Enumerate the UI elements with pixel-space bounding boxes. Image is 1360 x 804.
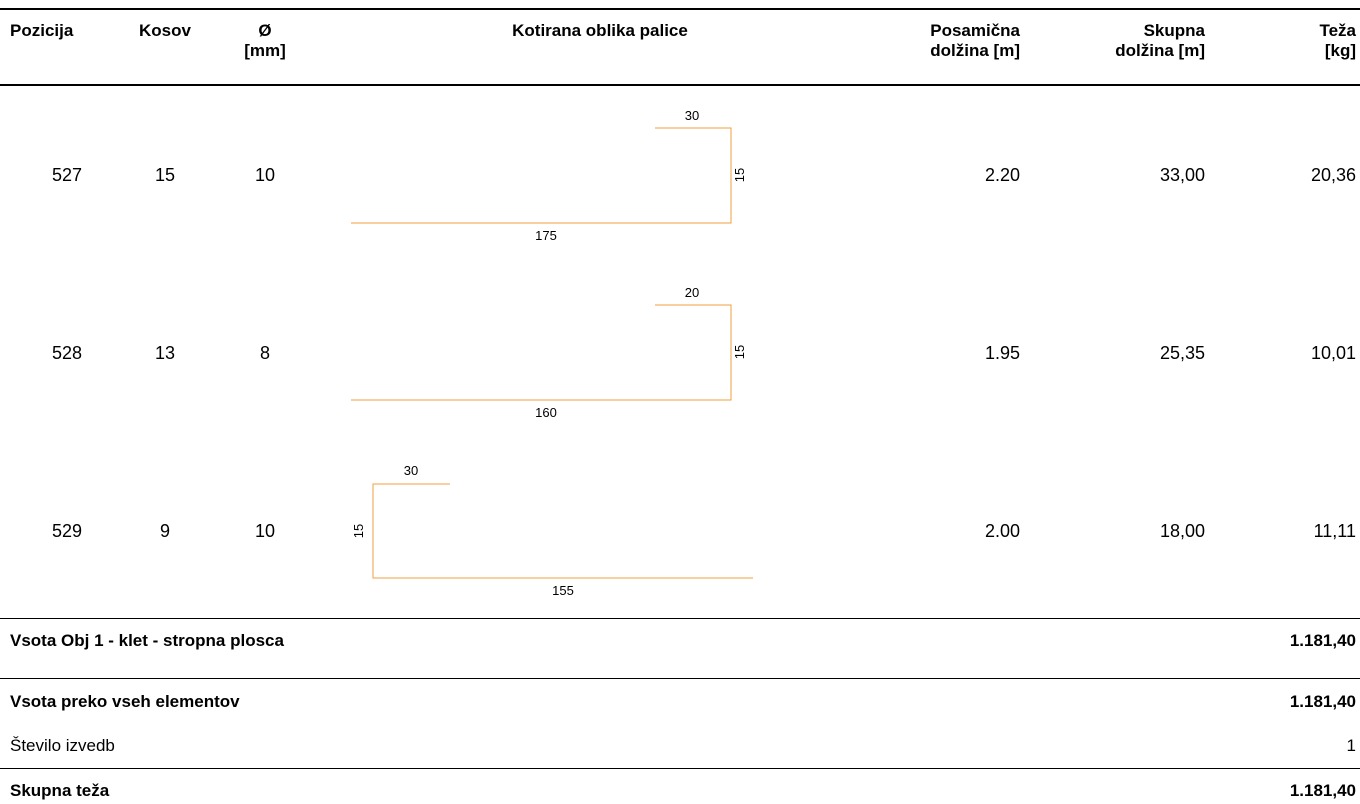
total-value: 1.181,40	[1289, 781, 1356, 800]
dim-bottom: 175	[535, 228, 557, 243]
header-pozicija: Pozicija	[10, 21, 74, 40]
header-kosov: Kosov	[139, 21, 191, 40]
row-pozicija: 529	[52, 521, 83, 541]
dim-top: 30	[404, 463, 418, 478]
row-skupna-dolzina: 33,00	[1159, 165, 1205, 185]
dim-top: 20	[685, 285, 699, 300]
row-kosov: 13	[154, 343, 176, 363]
header-posamicna-dolzina: Posamična dolžina [m]	[930, 21, 1020, 60]
row-premer: 10	[254, 165, 276, 185]
bar-shape-528: 20 160 15	[351, 285, 747, 420]
count-value: 1	[1346, 736, 1356, 755]
header-premer: Ø [mm]	[244, 21, 286, 60]
summary-rule	[0, 678, 1360, 679]
row-pozicija: 528	[52, 343, 83, 363]
row-skupna-dolzina: 25,35	[1159, 343, 1205, 363]
row-premer: 10	[254, 521, 276, 541]
row-skupna-dolzina: 18,00	[1159, 521, 1205, 541]
all-sum-label: Vsota preko vseh elementov	[10, 692, 240, 711]
dim-top: 30	[685, 108, 699, 123]
row-posamicna-dolzina: 1.95	[984, 343, 1020, 363]
dim-side: 15	[351, 524, 366, 538]
header-skupna-dolzina: Skupna dolžina [m]	[1115, 21, 1205, 60]
bar-shape-line	[351, 304, 732, 401]
bar-shape-529: 30 155 15	[351, 463, 753, 598]
total-label: Skupna teža	[10, 781, 110, 800]
row-pozicija: 527	[52, 165, 83, 185]
header-teza: Teža [kg]	[1319, 21, 1356, 60]
dim-side: 15	[732, 345, 747, 359]
row-teza: 20,36	[1310, 165, 1356, 185]
row-teza: 11,11	[1313, 521, 1356, 541]
row-posamicna-dolzina: 2.20	[984, 165, 1020, 185]
dim-bottom: 155	[552, 583, 574, 598]
count-label: Število izvedb	[10, 736, 115, 755]
row-teza: 10,01	[1310, 343, 1356, 363]
bar-shape-line	[372, 483, 753, 579]
bar-shape-527: 30 175 15	[351, 108, 747, 243]
dim-side: 15	[732, 168, 747, 182]
element-sum-value: 1.181,40	[1289, 631, 1356, 650]
header-oblika: Kotirana oblika palice	[512, 21, 688, 40]
row-posamicna-dolzina: 2.00	[984, 521, 1020, 541]
element-sum-label: Vsota Obj 1 - klet - stropna plosca	[10, 631, 284, 650]
header-rule	[0, 84, 1360, 86]
dim-bottom: 160	[535, 405, 557, 420]
summary-rule	[0, 618, 1360, 619]
summary-rule	[0, 768, 1360, 769]
row-kosov: 9	[159, 521, 170, 541]
bar-shape-line	[351, 127, 732, 224]
row-kosov: 15	[154, 165, 176, 185]
row-premer: 8	[259, 343, 270, 363]
all-sum-value: 1.181,40	[1289, 692, 1356, 711]
top-rule	[0, 8, 1360, 10]
